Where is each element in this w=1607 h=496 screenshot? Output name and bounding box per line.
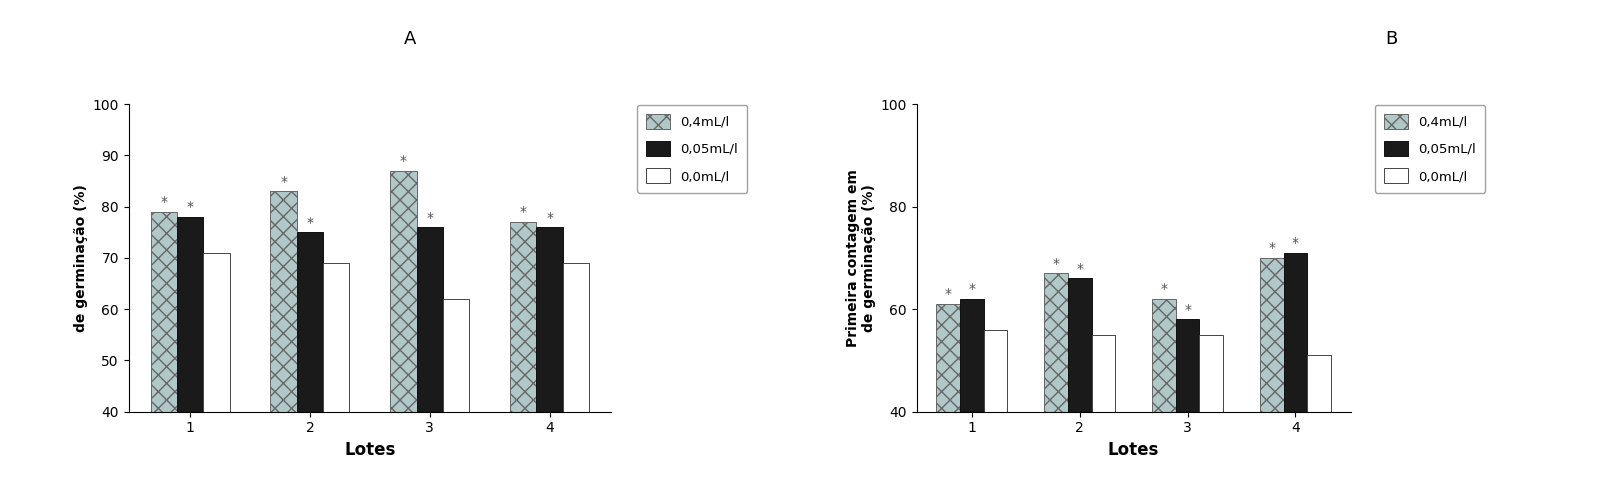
Bar (442, 299, 469, 496)
Legend: 0,4mL/l, 0,05mL/l, 0,0mL/l: 0,4mL/l, 0,05mL/l, 0,0mL/l (1374, 105, 1485, 192)
Text: *: * (546, 211, 553, 225)
Text: *: * (426, 211, 432, 225)
Bar (1175, 319, 1199, 496)
Bar (537, 227, 562, 496)
Text: B: B (1384, 30, 1396, 48)
Bar (323, 263, 349, 496)
Bar (509, 222, 537, 496)
Legend: 0,4mL/l, 0,05mL/l, 0,0mL/l: 0,4mL/l, 0,05mL/l, 0,0mL/l (636, 105, 747, 192)
Text: *: * (307, 216, 313, 230)
Bar (1199, 335, 1223, 496)
Text: *: * (186, 200, 193, 214)
Text: *: * (1075, 262, 1083, 276)
X-axis label: Lotes: Lotes (344, 441, 395, 459)
Bar (151, 212, 177, 496)
Text: *: * (1183, 303, 1191, 317)
Bar (1282, 253, 1306, 496)
Bar (935, 304, 959, 496)
Y-axis label: Primeira contagem em
de germinação (%): Primeira contagem em de germinação (%) (845, 169, 876, 347)
Bar (297, 232, 323, 496)
Y-axis label: de germinação (%): de germinação (%) (74, 184, 88, 332)
Text: *: * (161, 195, 167, 209)
Text: *: * (1268, 242, 1274, 255)
Bar (983, 330, 1008, 496)
Bar (177, 217, 202, 496)
Text: *: * (280, 175, 288, 188)
Text: *: * (519, 205, 527, 219)
Text: *: * (967, 282, 975, 296)
Text: *: * (1290, 236, 1298, 250)
Bar (270, 191, 297, 496)
Bar (959, 299, 983, 496)
Bar (391, 171, 416, 496)
Bar (562, 263, 588, 496)
Bar (1091, 335, 1115, 496)
Bar (202, 253, 230, 496)
Text: *: * (943, 288, 951, 302)
Bar (1258, 258, 1282, 496)
Bar (1306, 355, 1331, 496)
Text: *: * (1160, 282, 1167, 296)
Bar (416, 227, 442, 496)
Bar (1067, 278, 1091, 496)
Text: A: A (403, 30, 416, 48)
Text: *: * (400, 154, 407, 168)
Text: *: * (1053, 257, 1059, 271)
X-axis label: Lotes: Lotes (1107, 441, 1159, 459)
Bar (1151, 299, 1175, 496)
Bar (1043, 273, 1067, 496)
